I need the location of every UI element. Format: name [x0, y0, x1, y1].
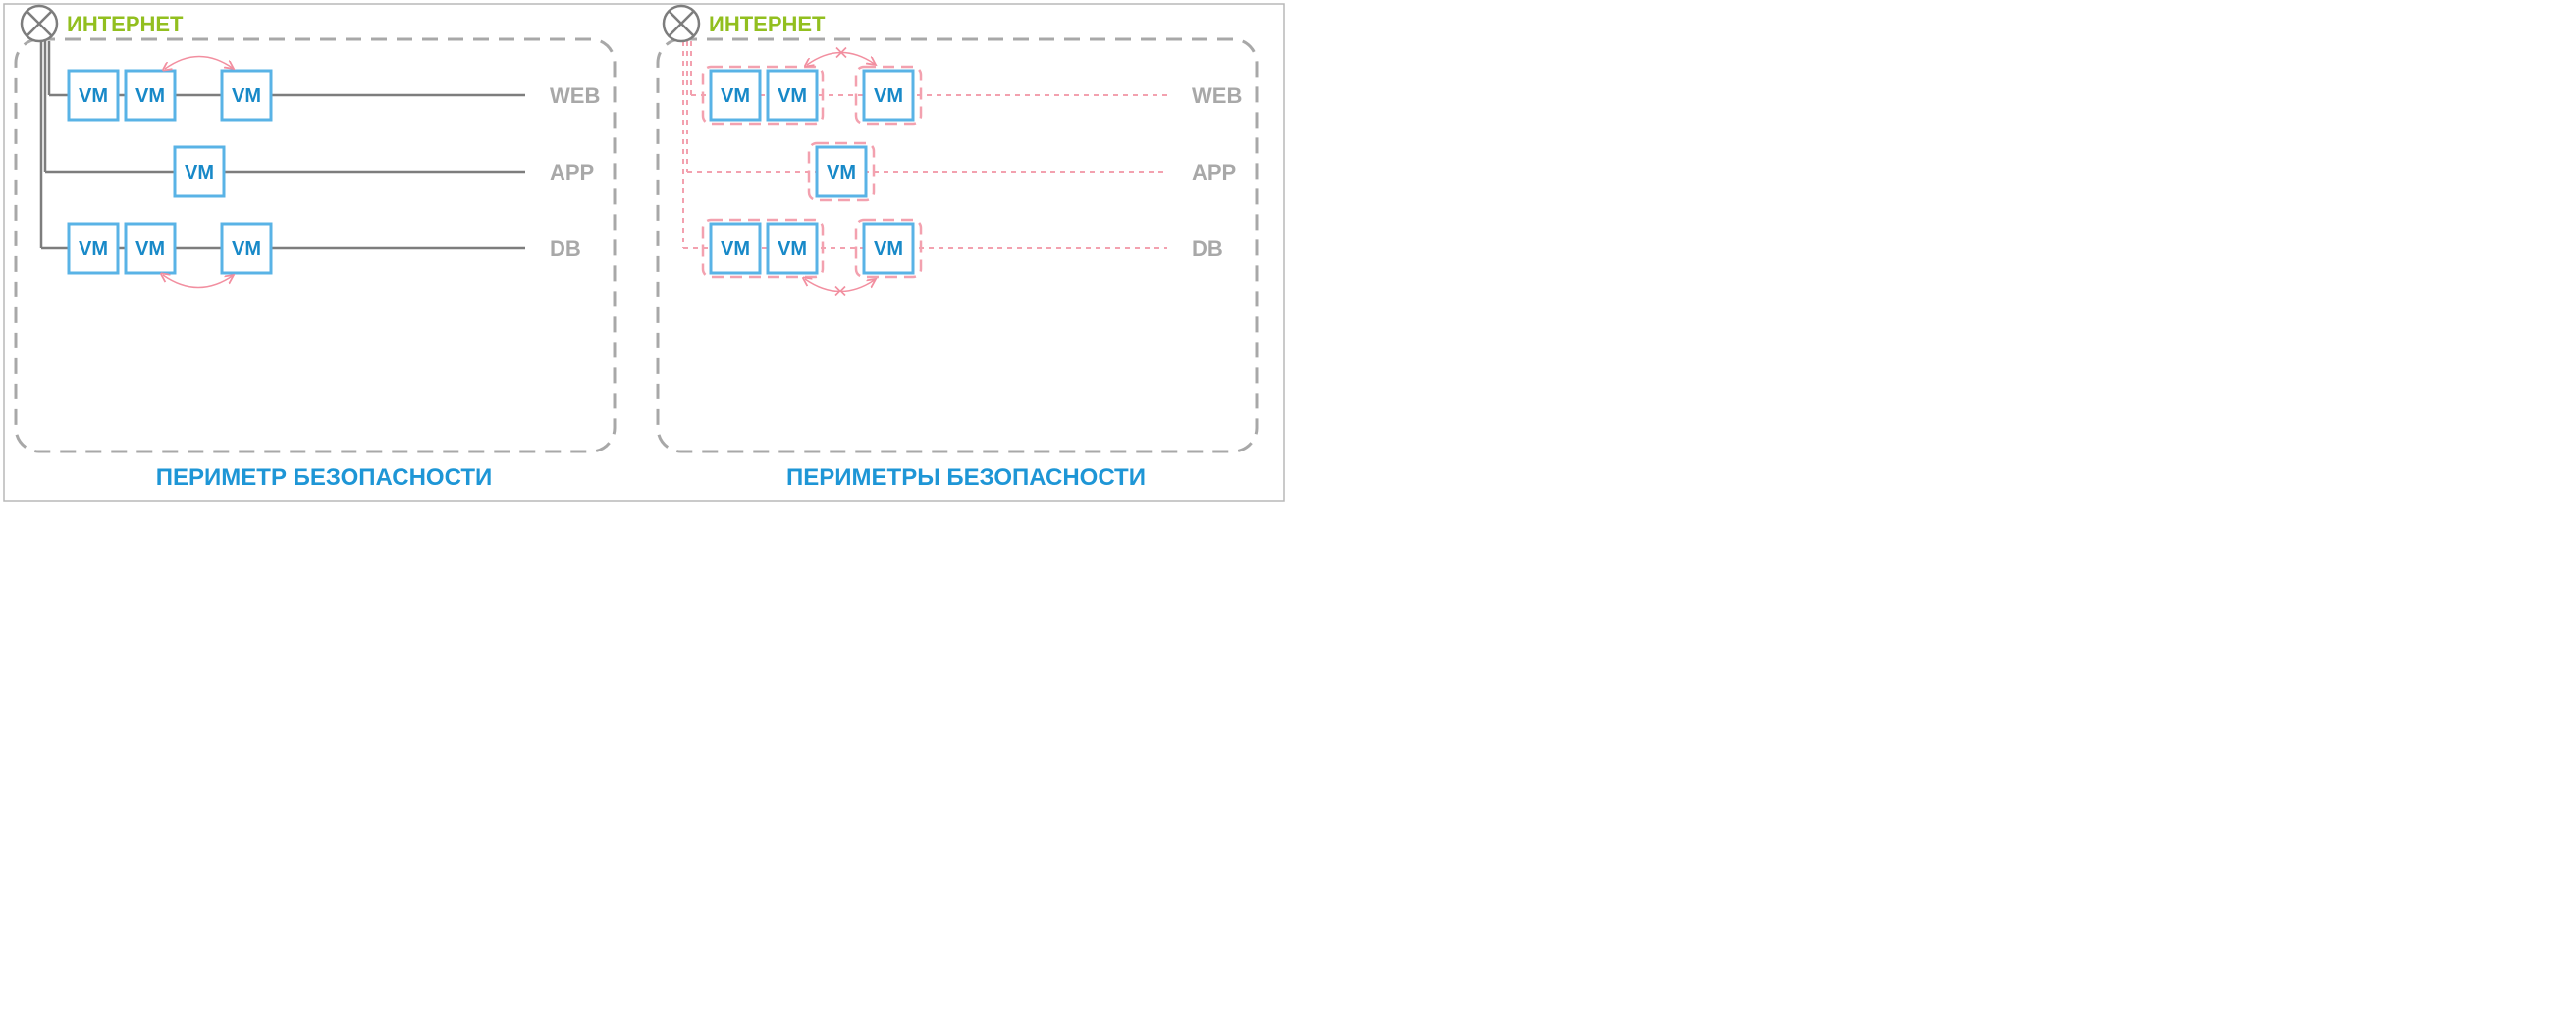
communication-arc: [807, 53, 876, 66]
panel-caption: ПЕРИМЕТРЫ БЕЗОПАСНОСТИ: [786, 464, 1146, 491]
vm-label: VM: [874, 239, 903, 260]
tier-label: WEB: [550, 83, 600, 108]
tier-label: APP: [1192, 160, 1236, 185]
tier-label: WEB: [1192, 83, 1242, 108]
vm-label: VM: [778, 85, 807, 107]
communication-arc: [163, 275, 234, 288]
internet-label: ИНТЕРНЕТ: [709, 12, 826, 36]
vm-label: VM: [79, 85, 108, 107]
vm-label: VM: [232, 85, 261, 107]
internet-label: ИНТЕРНЕТ: [67, 12, 184, 36]
tier-label: DB: [1192, 237, 1223, 261]
outer-frame: [4, 4, 1284, 501]
diagram-svg: VM VM VM WEB VM APP VM VM VM DB ИНТЕРНЕТ ПЕРИМЕТР Б…: [0, 0, 1288, 504]
vm-label: VM: [874, 85, 903, 107]
panel-caption: ПЕРИМЕТР БЕЗОПАСНОСТИ: [156, 464, 492, 491]
tier-label: APP: [550, 160, 594, 185]
vm-label: VM: [79, 239, 108, 260]
vm-label: VM: [135, 239, 165, 260]
vm-label: VM: [721, 85, 750, 107]
communication-arc: [165, 57, 234, 70]
vm-label: VM: [232, 239, 261, 260]
vm-label: VM: [721, 239, 750, 260]
vm-label: VM: [135, 85, 165, 107]
vm-label: VM: [827, 162, 856, 184]
vm-label: VM: [778, 239, 807, 260]
vm-label: VM: [185, 162, 214, 184]
communication-arc: [805, 279, 876, 292]
tier-label: DB: [550, 237, 581, 261]
